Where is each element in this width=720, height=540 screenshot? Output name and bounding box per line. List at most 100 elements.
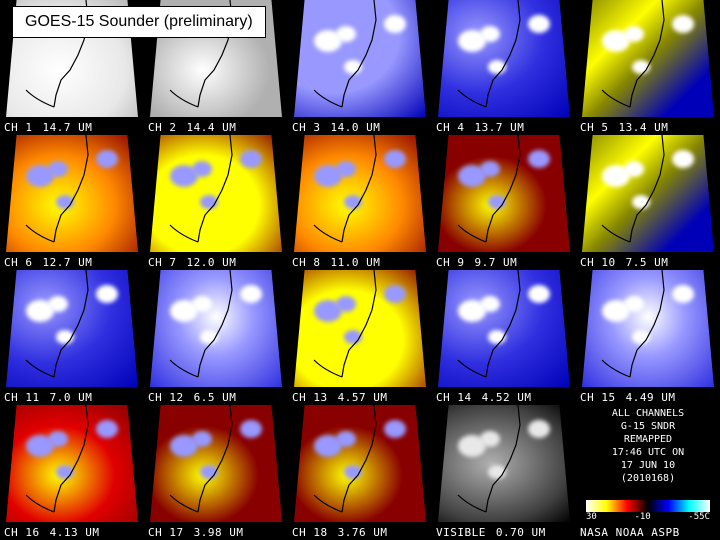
- cloud-feature: [56, 465, 74, 479]
- channel-wavelength: 13.4 UM: [619, 121, 669, 134]
- channel-wavelength: 3.98 UM: [194, 526, 244, 539]
- channel-image: [294, 405, 426, 522]
- channel-image: [294, 0, 426, 117]
- channel-panel: CH 16 4.13 UM: [0, 405, 144, 540]
- channel-id: VISIBLE: [436, 526, 486, 539]
- cloud-feature: [344, 465, 362, 479]
- channel-image: [438, 405, 570, 522]
- channel-label: CH 712.0 UM: [144, 254, 288, 270]
- channel-label: CH 214.4 UM: [144, 119, 288, 135]
- channel-id: CH 4: [436, 121, 465, 134]
- cloud-feature: [480, 296, 500, 312]
- channel-panel: CH 117.0 UM: [0, 270, 144, 405]
- cloud-feature: [632, 60, 650, 74]
- channel-label: CH 5 13.4 UM: [576, 119, 720, 135]
- colorbar-labels: 30-10-55C: [586, 512, 710, 522]
- channel-wavelength: 14.0 UM: [331, 121, 381, 134]
- channel-id: CH 14: [436, 391, 472, 404]
- channel-panel: CH 9 9.7 UM: [432, 135, 576, 270]
- cloud-feature: [344, 195, 362, 209]
- cloud-feature: [480, 431, 500, 447]
- cloud-feature: [488, 60, 506, 74]
- cloud-feature: [488, 330, 506, 344]
- channel-panel: CH 17 3.98 UM: [144, 405, 288, 540]
- channel-id: CH 6: [4, 256, 33, 269]
- channel-wavelength: 3.76 UM: [338, 526, 388, 539]
- channel-id: CH 9: [436, 256, 465, 269]
- cloud-feature: [96, 420, 118, 438]
- cloud-feature: [56, 195, 74, 209]
- cloud-feature: [488, 465, 506, 479]
- channel-id: CH 5: [580, 121, 609, 134]
- cloud-feature: [56, 330, 74, 344]
- channel-id: CH 13: [292, 391, 328, 404]
- cloud-feature: [624, 26, 644, 42]
- channel-wavelength: 14.7 UM: [43, 121, 93, 134]
- channel-id: CH 16: [4, 526, 40, 539]
- channel-label: CH 3 14.0 UM: [288, 119, 432, 135]
- channel-panel: CH 13 4.57 UM: [288, 270, 432, 405]
- channel-wavelength: 4.57 UM: [338, 391, 388, 404]
- channel-image: [6, 270, 138, 387]
- cloud-feature: [528, 15, 550, 33]
- channel-label: CH 8 11.0 UM: [288, 254, 432, 270]
- channel-label: CH 117.0 UM: [0, 389, 144, 405]
- channel-wavelength: 12.7 UM: [43, 256, 93, 269]
- cloud-feature: [528, 420, 550, 438]
- cloud-feature: [528, 285, 550, 303]
- channel-image: [438, 135, 570, 252]
- cloud-feature: [336, 296, 356, 312]
- channel-label: CH 6 12.7 UM: [0, 254, 144, 270]
- cloud-feature: [48, 161, 68, 177]
- channel-panel: CH 4 13.7 UM: [432, 0, 576, 135]
- channel-id: CH 11: [4, 391, 40, 404]
- channel-image: [582, 135, 714, 252]
- channel-panel: CH 126.5 UM: [144, 270, 288, 405]
- cloud-feature: [624, 296, 644, 312]
- channel-id: NASA NOAA ASPB: [580, 526, 680, 539]
- channel-label: CH 4 13.7 UM: [432, 119, 576, 135]
- channel-image: [6, 135, 138, 252]
- channel-image: [150, 405, 282, 522]
- cloud-feature: [624, 161, 644, 177]
- cloud-feature: [384, 150, 406, 168]
- channel-label: CH 13 4.57 UM: [288, 389, 432, 405]
- channel-id: CH 8: [292, 256, 321, 269]
- cloud-feature: [96, 150, 118, 168]
- channel-panel: CH 712.0 UM: [144, 135, 288, 270]
- channel-panel: CH 107.5 UM: [576, 135, 720, 270]
- channel-panel: CH 6 12.7 UM: [0, 135, 144, 270]
- channel-id: CH 7: [148, 256, 177, 269]
- channel-wavelength: 13.7 UM: [475, 121, 525, 134]
- cloud-feature: [384, 420, 406, 438]
- cloud-feature: [480, 161, 500, 177]
- channel-label: CH 16 4.13 UM: [0, 524, 144, 540]
- cloud-feature: [192, 431, 212, 447]
- channel-image: [438, 270, 570, 387]
- cloud-feature: [200, 195, 218, 209]
- channel-wavelength: 4.49 UM: [626, 391, 676, 404]
- channel-wavelength: 9.7 UM: [475, 256, 518, 269]
- channel-id: CH 1: [4, 121, 33, 134]
- channel-panel: VISIBLE0.70 UM: [432, 405, 576, 540]
- channel-label: CH 9 9.7 UM: [432, 254, 576, 270]
- cloud-feature: [336, 26, 356, 42]
- channel-panel: ALL CHANNELSG-15 SNDRREMAPPED17:46 UTC O…: [576, 405, 720, 540]
- cloud-feature: [48, 296, 68, 312]
- cloud-feature: [48, 431, 68, 447]
- channel-label: CH 126.5 UM: [144, 389, 288, 405]
- channel-id: CH 17: [148, 526, 184, 539]
- channel-label: VISIBLE0.70 UM: [432, 524, 576, 540]
- channel-label: CH 107.5 UM: [576, 254, 720, 270]
- channel-panel: CH 3 14.0 UM: [288, 0, 432, 135]
- cloud-feature: [200, 465, 218, 479]
- channel-wavelength: 11.0 UM: [331, 256, 381, 269]
- channel-wavelength: 4.13 UM: [50, 526, 100, 539]
- channel-panel: CH 144.52 UM: [432, 270, 576, 405]
- channel-id: CH 3: [292, 121, 321, 134]
- channel-wavelength: 14.4 UM: [187, 121, 237, 134]
- channel-label: CH 17 3.98 UM: [144, 524, 288, 540]
- channel-label: CH 1 14.7 UM: [0, 119, 144, 135]
- channel-label: CH 154.49 UM: [576, 389, 720, 405]
- cloud-feature: [384, 285, 406, 303]
